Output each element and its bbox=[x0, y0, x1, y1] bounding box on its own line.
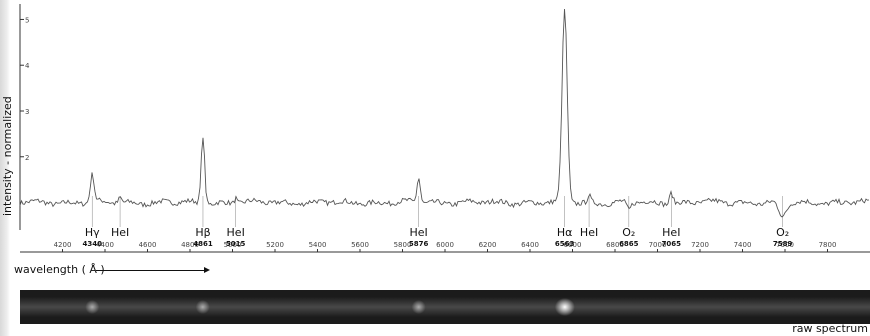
chart-axes: 2 3 4 5 intensity - normalized 4200 4400 4600 48… bbox=[1, 4, 870, 253]
line-wavelength: 7065 bbox=[662, 240, 682, 248]
line-label: HeI bbox=[227, 226, 245, 239]
x-tick-label: 7800 bbox=[819, 241, 837, 249]
y-tick-label: 5 bbox=[25, 16, 29, 24]
x-tick-label: 6600 bbox=[564, 241, 582, 249]
line-label: O₂ bbox=[776, 226, 789, 239]
line-wavelength: 5015 bbox=[226, 240, 246, 248]
x-tick-label: 4600 bbox=[139, 241, 157, 249]
x-tick-label: 6400 bbox=[521, 241, 539, 249]
y-axis-label: intensity - normalized bbox=[1, 96, 14, 216]
x-tick-label: 6200 bbox=[479, 241, 497, 249]
x-tick-label: 5800 bbox=[394, 241, 412, 249]
line-label: HeI bbox=[410, 226, 428, 239]
wavelength-arrow bbox=[96, 267, 210, 273]
line-wavelength: 6865 bbox=[619, 240, 639, 248]
line-wavelength: 6563 bbox=[555, 240, 575, 248]
spectrum-line bbox=[19, 8, 870, 218]
line-label: Hα bbox=[557, 226, 573, 239]
line-label: HeI bbox=[111, 226, 129, 239]
x-tick-label: 7000 bbox=[649, 241, 667, 249]
x-tick-label: 4800 bbox=[181, 241, 199, 249]
line-wavelength: 5876 bbox=[409, 240, 429, 248]
line-wavelength: 4340 bbox=[83, 240, 103, 248]
line-label: Hγ bbox=[85, 226, 100, 239]
x-tick-label: 4200 bbox=[54, 241, 72, 249]
line-label: HeI bbox=[580, 226, 598, 239]
raw-spectrum-label: raw spectrum bbox=[792, 322, 868, 335]
x-tick-label: 7400 bbox=[734, 241, 752, 249]
line-label: O₂ bbox=[622, 226, 635, 239]
line-label: Hβ bbox=[195, 226, 210, 239]
x-tick-label: 5000 bbox=[224, 241, 242, 249]
y-tick-label: 3 bbox=[25, 108, 29, 116]
line-wavelength: 7589 bbox=[773, 240, 793, 248]
y-tick-label: 2 bbox=[25, 154, 29, 162]
x-tick-label: 5400 bbox=[309, 241, 327, 249]
x-tick-label: 4400 bbox=[96, 241, 114, 249]
line-wavelength: 4861 bbox=[193, 240, 213, 248]
x-tick-label: 6000 bbox=[436, 241, 454, 249]
left-edge-strip bbox=[0, 0, 10, 336]
x-tick-label: 6800 bbox=[606, 241, 624, 249]
line-label: HeI bbox=[662, 226, 680, 239]
x-tick-label: 5200 bbox=[266, 241, 284, 249]
x-tick-label: 5600 bbox=[351, 241, 369, 249]
raw-spectrum-strip bbox=[20, 290, 870, 324]
x-tick-label: 7200 bbox=[691, 241, 709, 249]
y-tick-label: 4 bbox=[25, 62, 30, 70]
x-axis-label: wavelength ( Å ) bbox=[14, 263, 105, 276]
x-tick-label: 7600 bbox=[776, 241, 794, 249]
